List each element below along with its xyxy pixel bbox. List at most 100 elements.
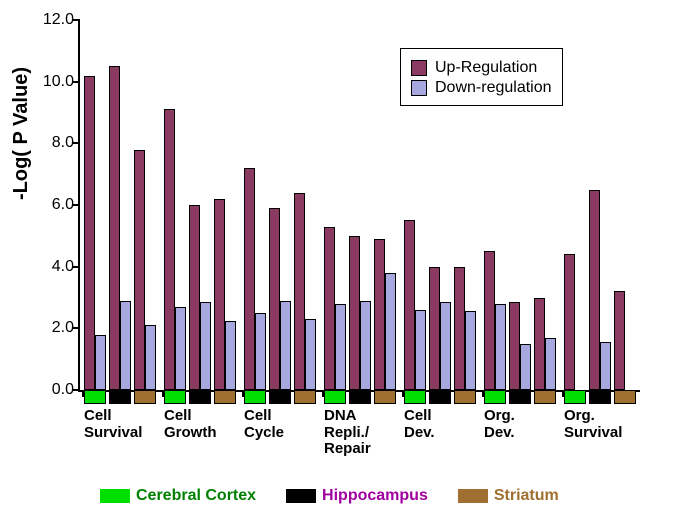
bar-down bbox=[495, 304, 506, 390]
bar-down bbox=[360, 301, 371, 390]
category-label: Cell Growth bbox=[164, 408, 217, 441]
bar-down bbox=[95, 335, 106, 391]
tissue-label: Cerebral Cortex bbox=[136, 487, 256, 505]
bar-up bbox=[244, 168, 255, 390]
y-tick-label: 4.0 bbox=[30, 258, 74, 276]
tissue-strip bbox=[134, 390, 156, 404]
y-tick-mark bbox=[73, 266, 80, 268]
bar-up bbox=[484, 251, 495, 390]
tissue-strip bbox=[614, 390, 636, 404]
bar-up bbox=[454, 267, 465, 390]
series-legend: Up-Regulation Down-regulation bbox=[400, 48, 563, 106]
bar-down bbox=[335, 304, 346, 390]
chart-container: -Log( P Value) 0.02.04.06.08.010.012.0Ce… bbox=[0, 0, 685, 513]
bar-down bbox=[120, 301, 131, 390]
tissue-label: Hippocampus bbox=[322, 487, 428, 505]
tissue-strip bbox=[564, 390, 586, 404]
bar-up bbox=[269, 208, 280, 390]
tissue-strip bbox=[374, 390, 396, 404]
bar-up bbox=[564, 254, 575, 390]
legend-label: Down-regulation bbox=[435, 79, 552, 97]
tissue-strip bbox=[294, 390, 316, 404]
tissue-strip bbox=[589, 390, 611, 404]
tissue-swatch bbox=[286, 489, 316, 503]
bar-up bbox=[214, 199, 225, 390]
bar-up bbox=[189, 205, 200, 390]
bar-down bbox=[305, 319, 316, 390]
bar-up bbox=[509, 302, 520, 390]
tissue-strip bbox=[269, 390, 291, 404]
tissue-strip bbox=[109, 390, 131, 404]
y-tick-mark bbox=[73, 204, 80, 206]
bar-down bbox=[255, 313, 266, 390]
tissue-label: Striatum bbox=[494, 487, 559, 505]
bar-down bbox=[545, 338, 556, 390]
y-tick-label: 10.0 bbox=[30, 73, 74, 91]
tissue-strip bbox=[404, 390, 426, 404]
bar-up bbox=[589, 190, 600, 390]
bar-up bbox=[374, 239, 385, 390]
bar-up bbox=[324, 227, 335, 390]
tissue-strip bbox=[244, 390, 266, 404]
bar-down bbox=[465, 311, 476, 390]
tissue-swatch bbox=[458, 489, 488, 503]
tissue-strip bbox=[349, 390, 371, 404]
category-label: Org. Dev. bbox=[484, 408, 515, 441]
bar-down bbox=[145, 325, 156, 390]
tissue-legend-item: Hippocampus bbox=[286, 487, 428, 505]
bar-down bbox=[225, 321, 236, 390]
category-label: DNA Repli./ Repair bbox=[324, 408, 371, 458]
bar-up bbox=[614, 291, 625, 390]
tissue-strip bbox=[534, 390, 556, 404]
category-label: Org. Survival bbox=[564, 408, 622, 441]
bar-down bbox=[520, 344, 531, 390]
tissue-strip bbox=[484, 390, 506, 404]
bar-up bbox=[534, 298, 545, 391]
y-tick-mark bbox=[73, 142, 80, 144]
bar-up bbox=[294, 193, 305, 390]
bar-up bbox=[349, 236, 360, 390]
tissue-strip bbox=[454, 390, 476, 404]
bar-up bbox=[404, 220, 415, 390]
category-label: Cell Dev. bbox=[404, 408, 435, 441]
bar-up bbox=[429, 267, 440, 390]
y-tick-label: 0.0 bbox=[30, 381, 74, 399]
tissue-strip bbox=[189, 390, 211, 404]
y-tick-label: 2.0 bbox=[30, 319, 74, 337]
legend-label: Up-Regulation bbox=[435, 59, 537, 77]
bar-up bbox=[164, 109, 175, 390]
bar-down bbox=[385, 273, 396, 390]
tissue-strip bbox=[84, 390, 106, 404]
tissue-strip bbox=[509, 390, 531, 404]
tissue-legend: Cerebral Cortex Hippocampus Striatum bbox=[100, 487, 559, 505]
legend-swatch bbox=[411, 80, 427, 96]
tissue-strip bbox=[164, 390, 186, 404]
tissue-legend-item: Striatum bbox=[458, 487, 559, 505]
bar-down bbox=[415, 310, 426, 390]
bar-down bbox=[600, 342, 611, 390]
bar-up bbox=[134, 150, 145, 391]
bar-down bbox=[440, 302, 451, 390]
y-tick-mark bbox=[73, 19, 80, 21]
bar-up bbox=[84, 76, 95, 391]
y-tick-mark bbox=[73, 389, 80, 391]
legend-swatch bbox=[411, 60, 427, 76]
y-tick-mark bbox=[73, 327, 80, 329]
tissue-legend-item: Cerebral Cortex bbox=[100, 487, 256, 505]
tissue-strip bbox=[429, 390, 451, 404]
category-label: Cell Survival bbox=[84, 408, 142, 441]
y-tick-label: 12.0 bbox=[30, 11, 74, 29]
y-tick-label: 6.0 bbox=[30, 196, 74, 214]
bar-down bbox=[200, 302, 211, 390]
bar-down bbox=[280, 301, 291, 390]
legend-row: Up-Regulation bbox=[411, 59, 552, 77]
legend-row: Down-regulation bbox=[411, 79, 552, 97]
bar-down bbox=[175, 307, 186, 390]
tissue-strip bbox=[214, 390, 236, 404]
tissue-swatch bbox=[100, 489, 130, 503]
category-label: Cell Cycle bbox=[244, 408, 284, 441]
tissue-strip bbox=[324, 390, 346, 404]
y-tick-mark bbox=[73, 81, 80, 83]
bar-up bbox=[109, 66, 120, 390]
y-tick-label: 8.0 bbox=[30, 134, 74, 152]
